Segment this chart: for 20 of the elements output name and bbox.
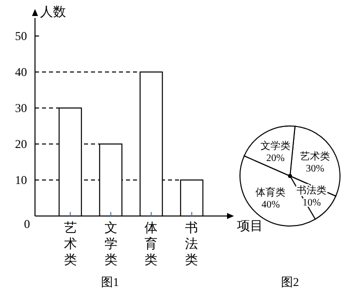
y-axis-title: 人数 bbox=[40, 4, 66, 19]
y-tick-label: 40 bbox=[15, 65, 27, 79]
slice-label: 艺术类 bbox=[300, 150, 330, 162]
data-label: 40% bbox=[262, 200, 280, 211]
data-label: 30% bbox=[306, 163, 324, 174]
caption: 图1 bbox=[101, 275, 119, 289]
slice-label: 体育类 bbox=[256, 186, 286, 199]
y-tick-label: 0 bbox=[24, 217, 30, 231]
slice-label: 文学类 bbox=[260, 140, 290, 152]
y-tick-label: 10 bbox=[15, 173, 27, 187]
x-axis-title: 项目 bbox=[237, 218, 263, 233]
x-tick-label: 文学类 bbox=[104, 220, 118, 267]
y-tick-label: 50 bbox=[15, 29, 27, 43]
y-tick-label: 20 bbox=[15, 137, 27, 151]
x-tick-label: 书法类 bbox=[185, 220, 198, 267]
x-tick-label: 艺术类 bbox=[64, 220, 77, 267]
y-tick-label: 30 bbox=[15, 101, 27, 115]
x-tick-label: 体育类 bbox=[144, 220, 158, 267]
caption: 图2 bbox=[281, 275, 299, 289]
data-label: 20% bbox=[266, 152, 285, 164]
